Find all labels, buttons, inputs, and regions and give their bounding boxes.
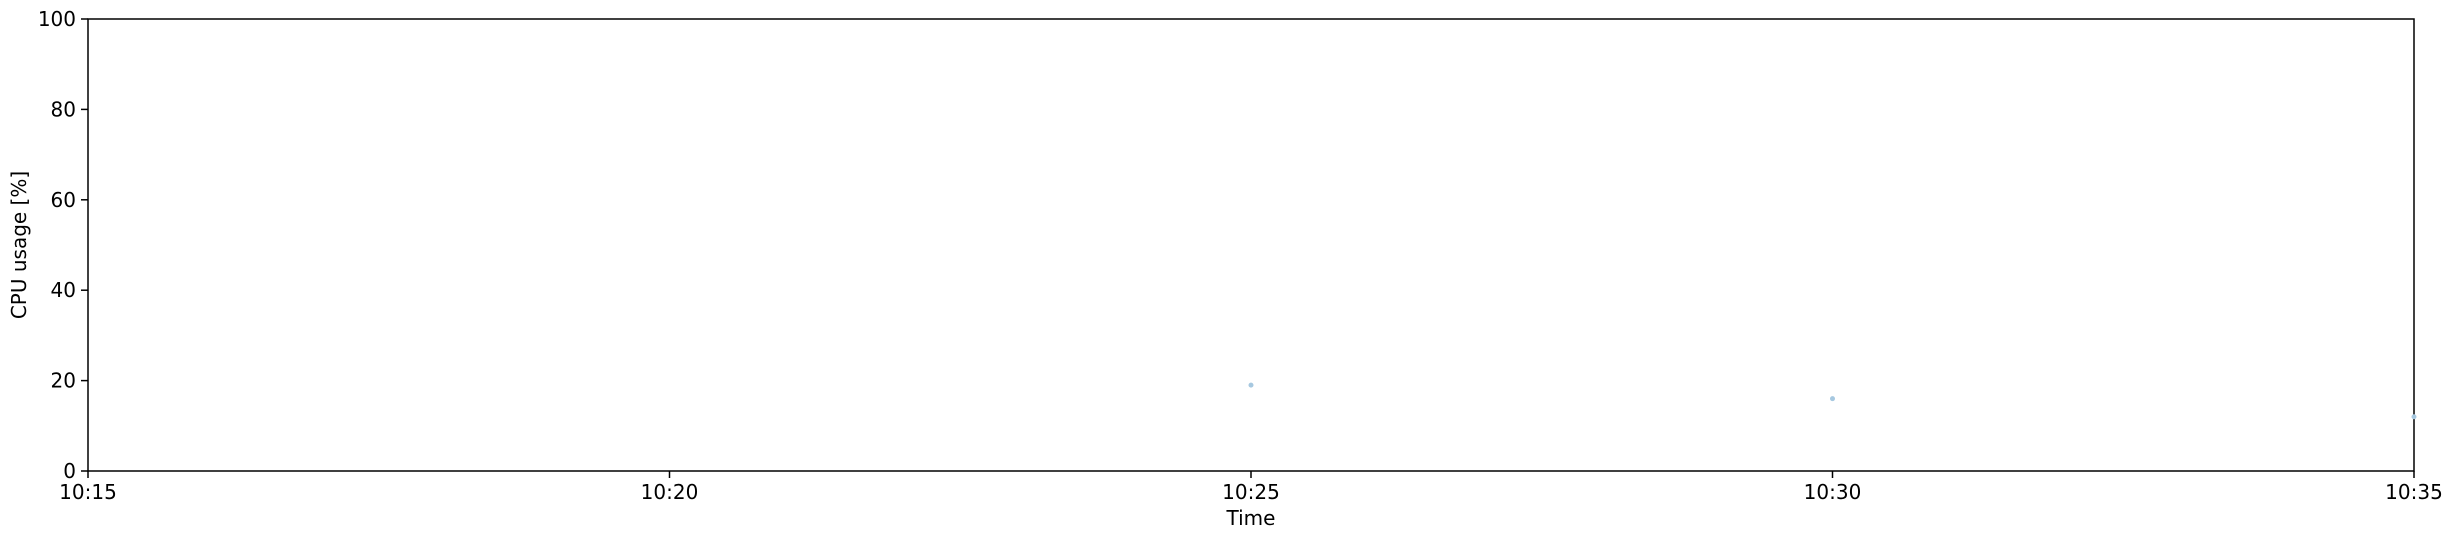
plot-area xyxy=(87,18,2415,472)
y-tick-label: 80 xyxy=(51,97,76,121)
x-tick-label: 10:15 xyxy=(59,480,117,504)
y-tick-label: 40 xyxy=(51,278,76,302)
data-point xyxy=(1248,382,1254,388)
y-axis-label: CPU usage [%] xyxy=(7,171,31,319)
x-axis-label: Time xyxy=(1226,506,1276,530)
data-points xyxy=(1248,382,2417,420)
x-tick-label: 10:30 xyxy=(1804,480,1862,504)
y-axis-ticks: 0 20 40 60 80 100 xyxy=(38,7,88,483)
data-point xyxy=(2411,414,2417,420)
x-tick-label: 10:25 xyxy=(1222,480,1280,504)
y-tick-label: 0 xyxy=(63,459,76,483)
x-axis-ticks: 10:15 10:20 10:25 10:30 10:35 xyxy=(59,471,2443,504)
x-tick-label: 10:35 xyxy=(2385,480,2443,504)
y-tick-label: 60 xyxy=(51,188,76,212)
data-point xyxy=(1830,396,1835,402)
y-tick-label: 100 xyxy=(38,7,76,31)
y-tick-label: 20 xyxy=(51,369,76,393)
x-tick-label: 10:20 xyxy=(641,480,699,504)
